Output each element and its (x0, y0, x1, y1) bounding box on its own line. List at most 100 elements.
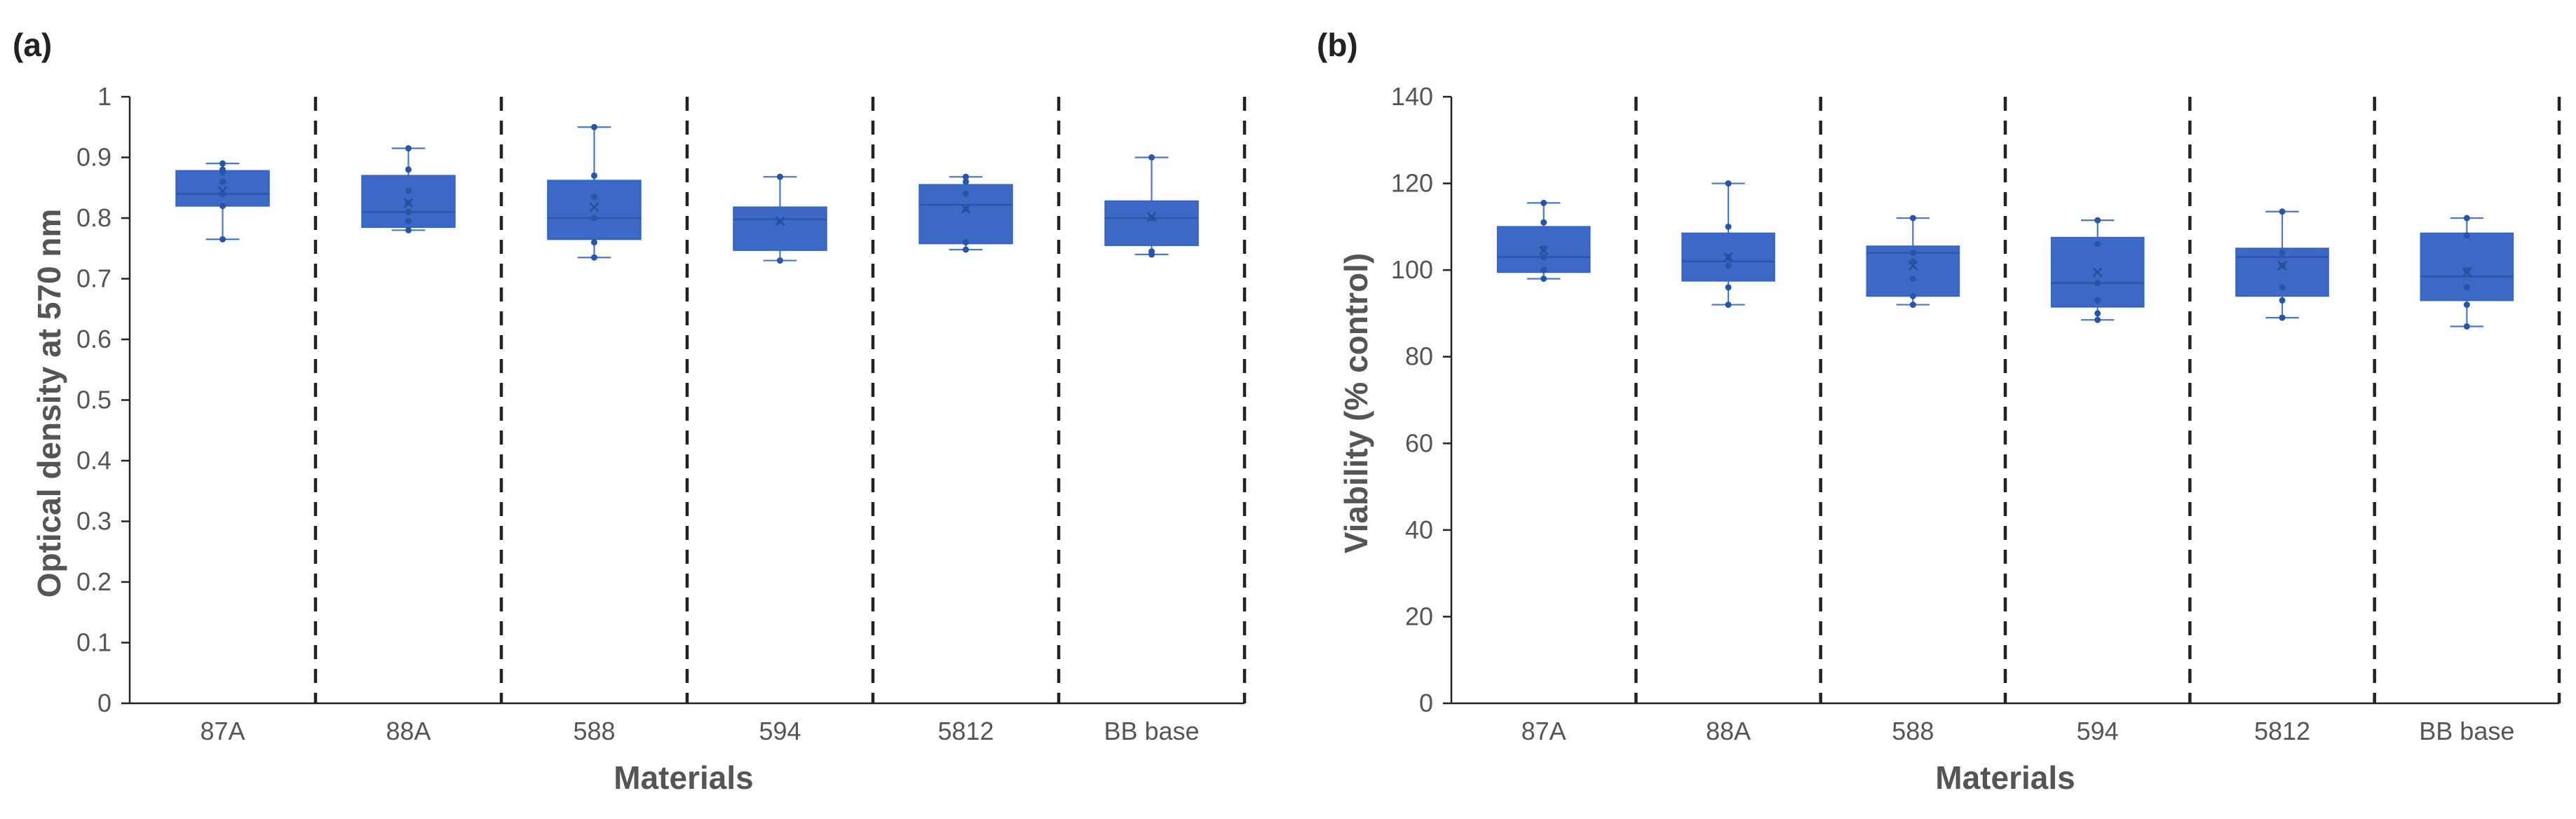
panel-a-x-axis-title: Materials (614, 759, 753, 796)
data-point (963, 173, 969, 180)
data-point (1725, 302, 1732, 309)
data-point (2094, 280, 2101, 287)
data-point (405, 166, 412, 173)
data-point (591, 123, 597, 130)
panel-a-x-tick-label: BB base (1104, 717, 1199, 745)
mean-marker (589, 202, 599, 212)
data-point (2463, 232, 2470, 239)
panel-b-x-axis-title: Materials (1935, 759, 2075, 796)
mean-marker-stroke (1908, 261, 1918, 271)
box-iqr (1104, 200, 1199, 246)
data-point (2463, 302, 2470, 309)
data-point (1909, 302, 1916, 309)
panel-b-x-tick-label: 588 (1892, 717, 1934, 745)
mean-marker (1908, 261, 1918, 271)
data-point (1725, 284, 1732, 291)
data-point (591, 254, 597, 261)
data-point (591, 172, 597, 179)
data-point (2094, 310, 2101, 317)
panel-b-y-tick-label: 20 (1405, 602, 1433, 630)
panel-a-dividers (313, 97, 1247, 703)
data-point (2279, 249, 2286, 256)
data-point (591, 194, 597, 201)
panel-a-y-tick-label: 0.9 (76, 143, 111, 172)
mean-marker (2277, 261, 2287, 271)
panel-a-x-ticks: 87A 88A 588 594 5812 BB base (200, 717, 1199, 745)
panel-b-dividers (1634, 97, 2561, 703)
mean-marker-stroke (589, 202, 599, 212)
panel-b-box-bb-base (2420, 215, 2514, 330)
data-point (2279, 297, 2286, 304)
data-point (2094, 316, 2101, 323)
mean-marker-stroke (2277, 261, 2287, 271)
data-point (2463, 323, 2470, 330)
panel-b-x-ticks: 87A 88A 588 594 5812 BB base (1521, 717, 2515, 745)
mean-marker-stroke (2462, 267, 2472, 278)
panel-a-box-88a (361, 145, 456, 233)
panel-a-y-tick-label: 0.3 (76, 507, 111, 536)
box-iqr (733, 206, 827, 251)
mean-marker (1723, 252, 1733, 262)
panel-b-box-588 (1866, 215, 1960, 309)
data-point (1540, 219, 1547, 226)
panel-a-y-tick-label: 0.1 (76, 628, 111, 657)
panel-a-y-tick-label: 0.7 (76, 264, 111, 293)
data-point (2279, 208, 2286, 215)
mean-marker (403, 198, 414, 208)
data-point (405, 226, 412, 233)
data-point (2463, 284, 2470, 291)
data-point (405, 217, 412, 224)
panel-b-box-88a (1681, 180, 1775, 309)
panel-b-boxes (1496, 180, 2514, 330)
panel-b-box-594 (2050, 217, 2145, 323)
panel-b-y-tick-label: 0 (1419, 689, 1433, 717)
data-point (1540, 266, 1547, 273)
mean-marker (775, 216, 785, 226)
panel-a-box-5812 (918, 173, 1013, 253)
panel-b-label: (b) (1317, 27, 1358, 63)
data-point (1909, 276, 1916, 282)
mean-marker-stroke (775, 216, 785, 226)
data-point (2279, 314, 2286, 321)
mean-marker-stroke (403, 198, 414, 208)
data-point (2279, 284, 2286, 291)
data-point (1148, 154, 1155, 161)
panel-a-x-tick-label: 88A (386, 717, 431, 745)
mean-marker-stroke (1538, 245, 1549, 256)
panel-a-y-tick-label: 0.2 (76, 567, 111, 596)
panel-a-y-ticks: 0 0.1 0.2 0.3 0.4 0.5 0.6 0.7 0.8 0.9 1 (76, 82, 130, 717)
panel-a-x-tick-label: 594 (759, 717, 801, 745)
panel-a-y-tick-label: 0.8 (76, 203, 111, 232)
data-point (1540, 254, 1547, 261)
panel-b-box-87a (1496, 199, 1591, 282)
data-point (777, 173, 783, 180)
data-point (1148, 248, 1155, 255)
data-point (591, 239, 597, 246)
mean-marker (217, 186, 228, 196)
data-point (405, 208, 412, 215)
mean-marker (1146, 212, 1157, 222)
panel-a-x-tick-label: 87A (200, 717, 245, 745)
data-point (219, 203, 226, 210)
data-point (2463, 215, 2470, 222)
data-point (963, 190, 969, 197)
panel-b-y-tick-label: 100 (1391, 255, 1433, 284)
data-point (963, 239, 969, 246)
data-point (405, 145, 412, 152)
panel-a-box-87a (175, 160, 270, 243)
mean-marker (2092, 267, 2103, 278)
data-point (1725, 262, 1732, 269)
mean-marker-stroke (961, 204, 971, 214)
panel-a-boxes (175, 123, 1199, 264)
panel-a-y-axis-title: Optical density at 570 nm (31, 209, 67, 598)
mean-marker-stroke (217, 186, 228, 196)
panel-b-y-tick-label: 60 (1405, 428, 1433, 457)
mean-marker (961, 204, 971, 214)
panel-a-y-tick-label: 0.5 (76, 386, 111, 414)
panel-a-label: (a) (13, 27, 52, 63)
panel-a-box-594 (733, 173, 827, 264)
panel-a-y-tick-label: 0.4 (76, 446, 111, 475)
data-point (963, 246, 969, 253)
data-point (1540, 276, 1547, 282)
data-point (1725, 180, 1732, 187)
